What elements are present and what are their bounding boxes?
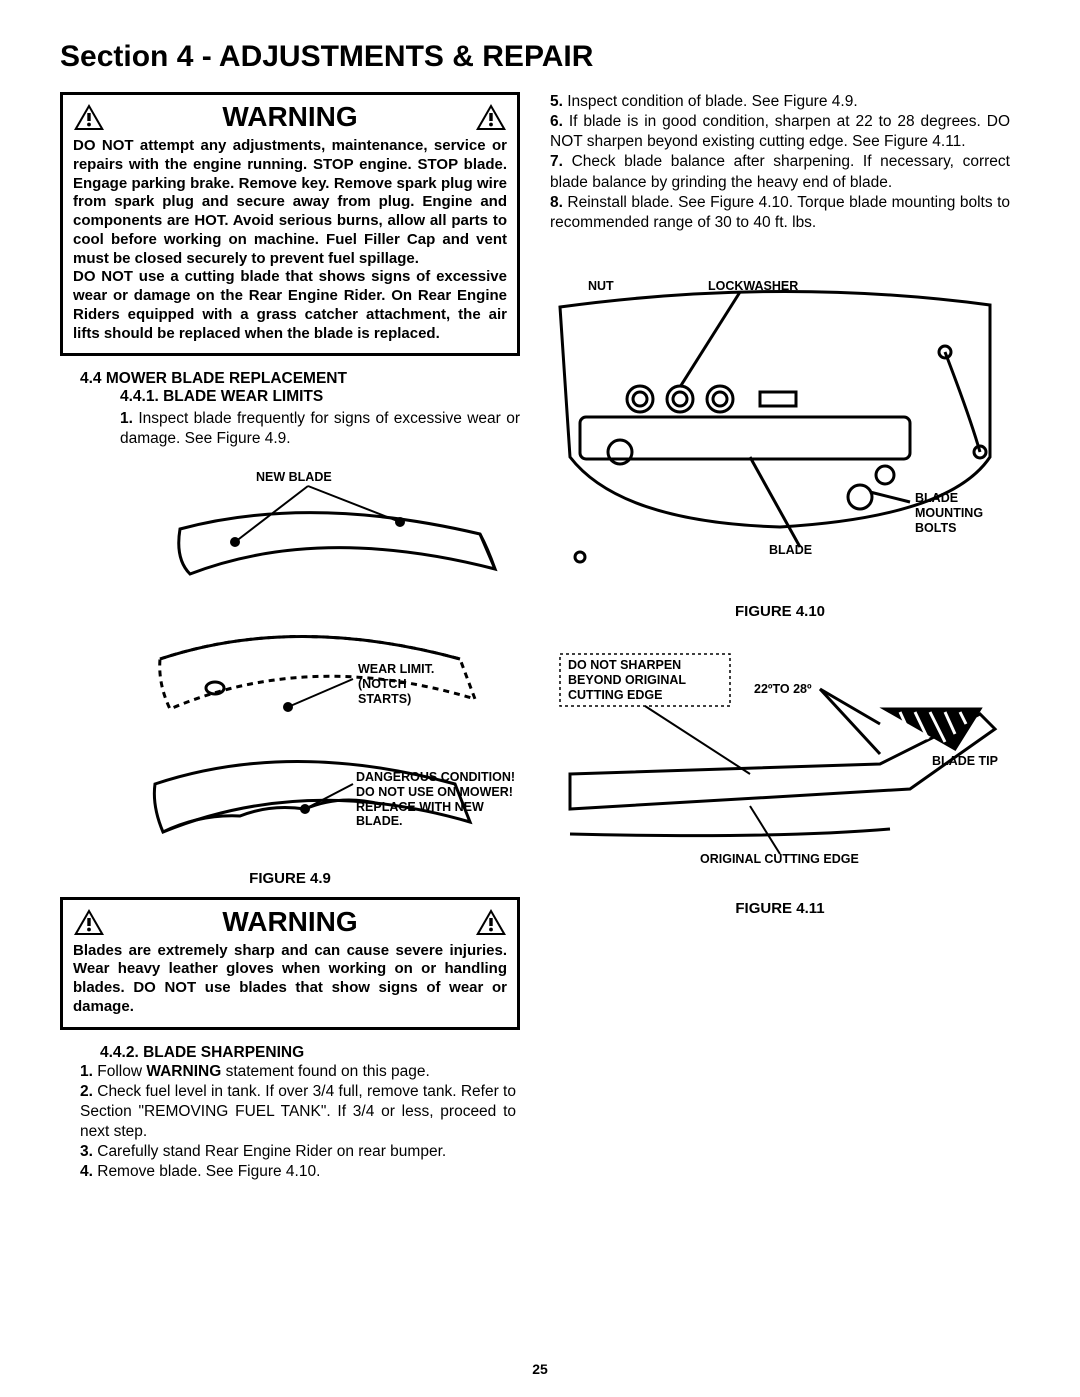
warning-box-2: WARNING Blades are extremely sharp and c… [60, 897, 520, 1030]
figure-label-ns2: BEYOND ORIGINAL [568, 673, 686, 687]
figure-label-wear-2: (NOTCH [358, 677, 407, 691]
list-text: Inspect blade frequently for signs of ex… [120, 410, 520, 447]
warning-box-1: WARNING DO NOT attempt any adjustments, … [60, 92, 520, 356]
sharpening-item-3: 3. Carefully stand Rear Engine Rider on … [80, 1142, 516, 1162]
sharpening-item-6: 6. If blade is in good condition, sharpe… [550, 112, 1010, 152]
figure-label-bolts-1: BLADE [915, 491, 958, 505]
figure-label-bolts-2: MOUNTING [915, 506, 983, 520]
warning-icon [73, 908, 105, 936]
list-text: Carefully stand Rear Engine Rider on rea… [93, 1143, 446, 1160]
section-4-4-2-heading: 4.4.2. BLADE SHARPENING [100, 1044, 520, 1062]
warning-body: DO NOT attempt any adjustments, maintena… [73, 137, 507, 268]
warning-title: WARNING [222, 101, 357, 133]
left-column: WARNING DO NOT attempt any adjustments, … [60, 92, 520, 1182]
figure-label-wear-3: STARTS) [358, 692, 411, 706]
list-number: 2. [80, 1083, 93, 1100]
list-number: 3. [80, 1143, 93, 1160]
figure-4-9-caption: FIGURE 4.9 [60, 870, 520, 887]
list-number: 5. [550, 93, 563, 110]
list-number: 1. [120, 410, 133, 427]
figure-label-lockwasher: LOCKWASHER [708, 279, 798, 293]
figure-label-wear-1: WEAR LIMIT. [358, 662, 434, 676]
figure-4-10: NUT LOCKWASHER BLADE BLADE MOUNTING BOLT… [550, 277, 1010, 597]
list-text: Check blade balance after sharpening. If… [550, 153, 1010, 190]
list-number: 8. [550, 194, 563, 211]
list-text: Follow [93, 1063, 146, 1080]
blade-wear-item-1: 1. Inspect blade frequently for signs of… [120, 409, 520, 449]
list-text: statement found on this page. [221, 1063, 430, 1080]
figure-label-danger-1: DANGEROUS CONDITION! [356, 770, 515, 784]
figure-4-11: DO NOT SHARPEN BEYOND ORIGINAL CUTTING E… [550, 634, 1010, 894]
list-text-bold: WARNING [146, 1063, 221, 1080]
warning-body-2: DO NOT use a cutting blade that shows si… [73, 268, 507, 343]
content-columns: WARNING DO NOT attempt any adjustments, … [60, 92, 1020, 1182]
list-number: 1. [80, 1063, 93, 1080]
warning-body: Blades are extremely sharp and can cause… [73, 942, 507, 1017]
list-text: If blade is in good condition, sharpen a… [550, 113, 1010, 150]
sharpening-item-4: 4. Remove blade. See Figure 4.10. [80, 1162, 516, 1182]
list-number: 4. [80, 1163, 93, 1180]
sharpening-item-5: 5. Inspect condition of blade. See Figur… [550, 92, 1010, 112]
warning-title: WARNING [222, 906, 357, 938]
section-4-4-heading: 4.4 MOWER BLADE REPLACEMENT [80, 370, 520, 388]
sharpening-item-7: 7. Check blade balance after sharpening.… [550, 152, 1010, 192]
figure-label-danger-2: DO NOT USE ON MOWER! [356, 785, 513, 799]
figure-4-11-caption: FIGURE 4.11 [550, 900, 1010, 917]
section-4-4-1-heading: 4.4.1. BLADE WEAR LIMITS [120, 388, 520, 406]
list-text: Check fuel level in tank. If over 3/4 fu… [80, 1083, 516, 1140]
warning-icon [73, 103, 105, 131]
warning-icon [475, 908, 507, 936]
list-number: 6. [550, 113, 563, 130]
figure-4-10-caption: FIGURE 4.10 [550, 603, 1010, 620]
right-column: 5. Inspect condition of blade. See Figur… [550, 92, 1010, 1182]
list-text: Reinstall blade. See Figure 4.10. Torque… [550, 194, 1010, 231]
page-number: 25 [532, 1361, 548, 1377]
figure-label-ns1: DO NOT SHARPEN [568, 658, 681, 672]
figure-label-angle: 22ºTO 28º [754, 682, 812, 696]
figure-label-bolts-3: BOLTS [915, 521, 956, 535]
figure-label-danger-3: REPLACE WITH NEW BLADE. [356, 800, 520, 828]
figure-4-9: NEW BLADE WEAR LIMIT. (NOTCH STARTS) DAN… [60, 464, 520, 864]
figure-label-ns3: CUTTING EDGE [568, 688, 662, 702]
figure-label-nut: NUT [588, 279, 614, 293]
figure-label-blade: BLADE [769, 543, 812, 557]
page-title: Section 4 - ADJUSTMENTS & REPAIR [60, 40, 1020, 74]
figure-label-orig-edge: ORIGINAL CUTTING EDGE [700, 852, 859, 866]
sharpening-item-2: 2. Check fuel level in tank. If over 3/4… [80, 1082, 516, 1142]
list-number: 7. [550, 153, 563, 170]
figure-label-blade-tip: BLADE TIP [932, 754, 998, 768]
list-text: Inspect condition of blade. See Figure 4… [563, 93, 858, 110]
list-text: Remove blade. See Figure 4.10. [93, 1163, 320, 1180]
sharpening-item-1: 1. Follow WARNING statement found on thi… [80, 1062, 516, 1082]
figure-label-new-blade: NEW BLADE [256, 470, 332, 484]
warning-icon [475, 103, 507, 131]
sharpening-item-8: 8. Reinstall blade. See Figure 4.10. Tor… [550, 193, 1010, 233]
